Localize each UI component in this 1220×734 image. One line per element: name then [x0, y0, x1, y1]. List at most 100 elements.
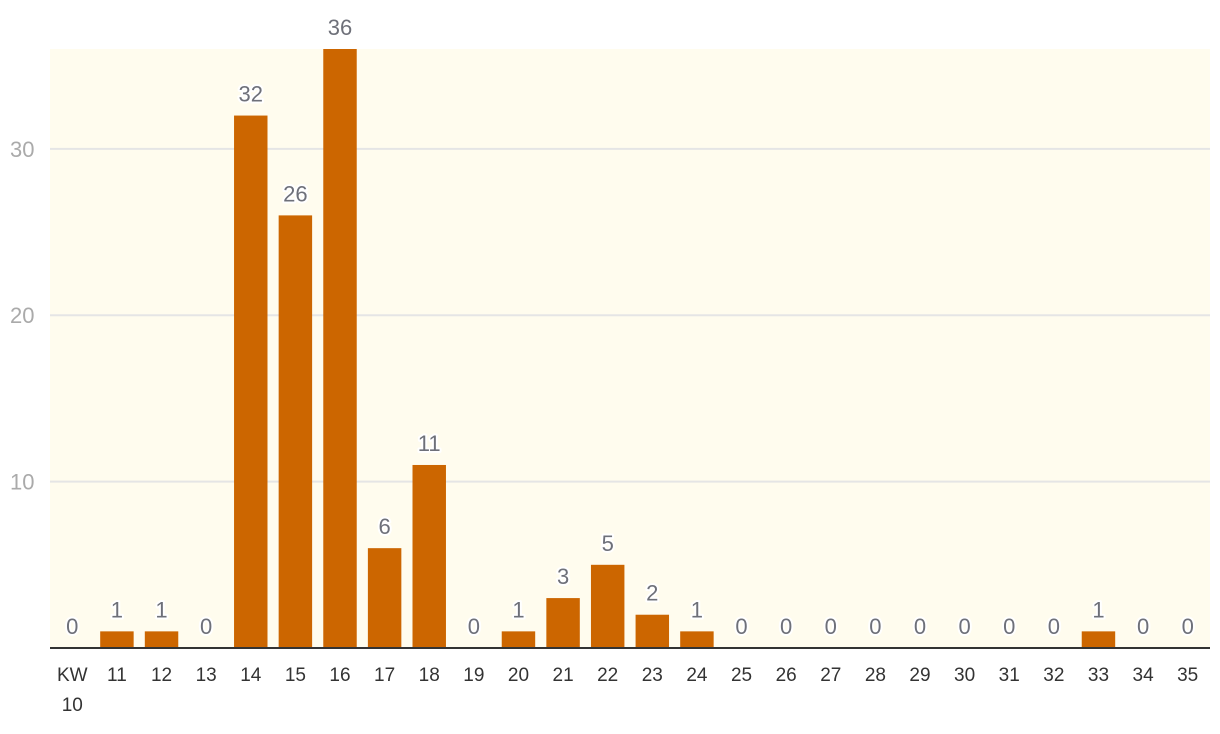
x-tick-label: 16: [329, 665, 350, 686]
y-tick-label: 30: [10, 137, 34, 162]
x-tick-label: 18: [419, 665, 440, 686]
data-label: 2: [646, 581, 658, 606]
x-tick-label: 28: [865, 665, 886, 686]
data-label: 0: [1137, 614, 1149, 639]
x-tick-label: 22: [597, 665, 618, 686]
x-tick-label-line: 15: [285, 665, 306, 686]
data-label: 11: [418, 431, 441, 456]
x-tick-label: 25: [731, 665, 752, 686]
bar: [412, 464, 446, 648]
x-tick-label-line: 17: [374, 665, 395, 686]
x-tick-label: 26: [776, 665, 797, 686]
data-label: 1: [512, 597, 524, 622]
y-tick-label: 10: [10, 470, 34, 495]
x-tick-label: 32: [1043, 665, 1064, 686]
data-label: 0: [200, 614, 212, 639]
x-tick-label-line: 21: [553, 665, 574, 686]
data-label: 0: [468, 614, 480, 639]
x-tick-label-line: 18: [419, 665, 440, 686]
x-tick-label: 19: [463, 665, 484, 686]
x-tick-label: 31: [999, 665, 1020, 686]
bar: [680, 631, 714, 648]
x-tick-label-line: 22: [597, 665, 618, 686]
data-label: 0: [869, 614, 881, 639]
bar: [635, 614, 670, 648]
x-tick-label: 29: [909, 665, 930, 686]
data-label: 0: [914, 614, 926, 639]
data-label: 5: [602, 531, 614, 556]
bar: [367, 548, 402, 648]
x-tick-label: 17: [374, 665, 395, 686]
bar: [234, 115, 268, 649]
x-tick-label: 27: [820, 665, 841, 686]
bar: [278, 215, 313, 648]
data-label: 0: [958, 614, 970, 639]
x-tick-label-line: 23: [642, 665, 663, 686]
data-label: 1: [111, 597, 123, 622]
bar: [1081, 631, 1116, 648]
x-tick-label-line: 25: [731, 665, 752, 686]
x-tick-label-line: 33: [1088, 665, 1109, 686]
x-tick-label: 11: [107, 665, 127, 686]
x-tick-label-line: KW: [57, 665, 88, 686]
data-label: 0: [780, 614, 792, 639]
bar: [144, 631, 179, 648]
x-tick-label: 21: [553, 665, 574, 686]
data-label: 0: [1182, 614, 1194, 639]
x-tick-label-line: 20: [508, 665, 529, 686]
x-tick-label-line: 16: [329, 665, 350, 686]
x-tick-label-line: 31: [999, 665, 1020, 686]
bar: [323, 49, 357, 648]
data-label: 0: [66, 614, 78, 639]
x-tick-label: 13: [196, 665, 217, 686]
x-tick-label: 14: [240, 665, 262, 686]
bar: [590, 564, 625, 648]
bar: [546, 598, 580, 648]
x-tick-label-line: 10: [62, 695, 83, 716]
y-axis: 10 20 30: [10, 137, 34, 495]
data-label: 6: [378, 514, 390, 539]
x-tick-label-line: 32: [1043, 665, 1064, 686]
x-tick-label-line: 24: [686, 665, 708, 686]
x-tick-label: 34: [1133, 665, 1155, 686]
data-label: 1: [1092, 597, 1104, 622]
x-tick-label-line: 19: [463, 665, 484, 686]
x-axis: KW 10 11 12 13 14 15 16 17 18 19 20 21 22 23 24 25 26 27 28…: [57, 665, 1198, 716]
x-tick-label: 35: [1177, 665, 1198, 686]
x-tick-label: 24: [686, 665, 708, 686]
x-tick-label-line: 13: [196, 665, 217, 686]
data-label: 1: [691, 597, 703, 622]
data-label: 0: [825, 614, 837, 639]
bar: [100, 631, 134, 648]
x-tick-label-line: 27: [820, 665, 841, 686]
data-label: 1: [155, 597, 167, 622]
x-tick-label: 20: [508, 665, 529, 686]
plot-background: [50, 49, 1210, 648]
x-tick-label-line: 26: [776, 665, 797, 686]
x-tick-label: 12: [151, 665, 172, 686]
x-tick-label-line: 11: [107, 665, 127, 686]
data-label: 0: [1003, 614, 1015, 639]
data-label: 0: [1048, 614, 1060, 639]
x-tick-label: 33: [1088, 665, 1109, 686]
x-tick-label-line: 12: [151, 665, 172, 686]
bars: [100, 49, 1116, 649]
x-tick-label: 15: [285, 665, 306, 686]
x-tick-label-line: 29: [909, 665, 930, 686]
x-tick-label-line: 30: [954, 665, 975, 686]
data-label: 0: [735, 614, 747, 639]
x-tick-label: 30: [954, 665, 975, 686]
x-tick-label-line: 14: [240, 665, 262, 686]
data-label: 32: [239, 82, 263, 107]
data-label: 3: [557, 564, 569, 589]
data-label: 36: [328, 15, 352, 40]
bar: [501, 631, 536, 648]
x-tick-label-line: 28: [865, 665, 886, 686]
x-tick-label: KW 10: [57, 665, 88, 716]
x-tick-label-line: 35: [1177, 665, 1198, 686]
x-tick-label-line: 34: [1133, 665, 1155, 686]
y-tick-label: 20: [10, 303, 34, 328]
x-tick-label: 23: [642, 665, 663, 686]
